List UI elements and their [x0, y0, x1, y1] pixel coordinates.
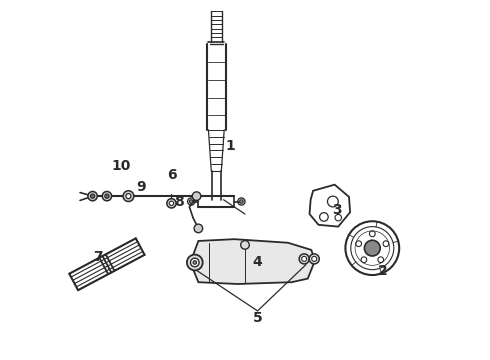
Circle shape [126, 194, 131, 199]
Circle shape [170, 201, 173, 206]
Circle shape [302, 256, 307, 261]
Circle shape [194, 224, 203, 233]
Text: 10: 10 [112, 159, 131, 173]
Text: 4: 4 [253, 256, 263, 270]
Text: 3: 3 [332, 203, 341, 217]
Circle shape [193, 261, 196, 264]
Circle shape [312, 256, 317, 261]
Circle shape [88, 192, 97, 201]
Circle shape [167, 199, 176, 208]
Circle shape [91, 194, 95, 198]
Text: 9: 9 [136, 180, 146, 194]
Circle shape [365, 240, 380, 256]
Circle shape [187, 255, 203, 270]
Text: 6: 6 [167, 168, 176, 182]
Circle shape [241, 240, 249, 249]
Text: 2: 2 [378, 265, 388, 278]
Text: 5: 5 [253, 311, 263, 325]
Text: 8: 8 [174, 194, 184, 208]
Circle shape [240, 200, 243, 203]
Circle shape [191, 258, 199, 267]
Circle shape [190, 200, 193, 203]
Text: 1: 1 [226, 139, 236, 153]
Circle shape [309, 254, 319, 264]
Circle shape [123, 191, 134, 202]
Text: 7: 7 [93, 250, 103, 264]
Circle shape [299, 254, 309, 264]
Circle shape [102, 192, 112, 201]
Circle shape [105, 194, 109, 198]
Circle shape [192, 192, 201, 201]
Polygon shape [193, 239, 315, 284]
